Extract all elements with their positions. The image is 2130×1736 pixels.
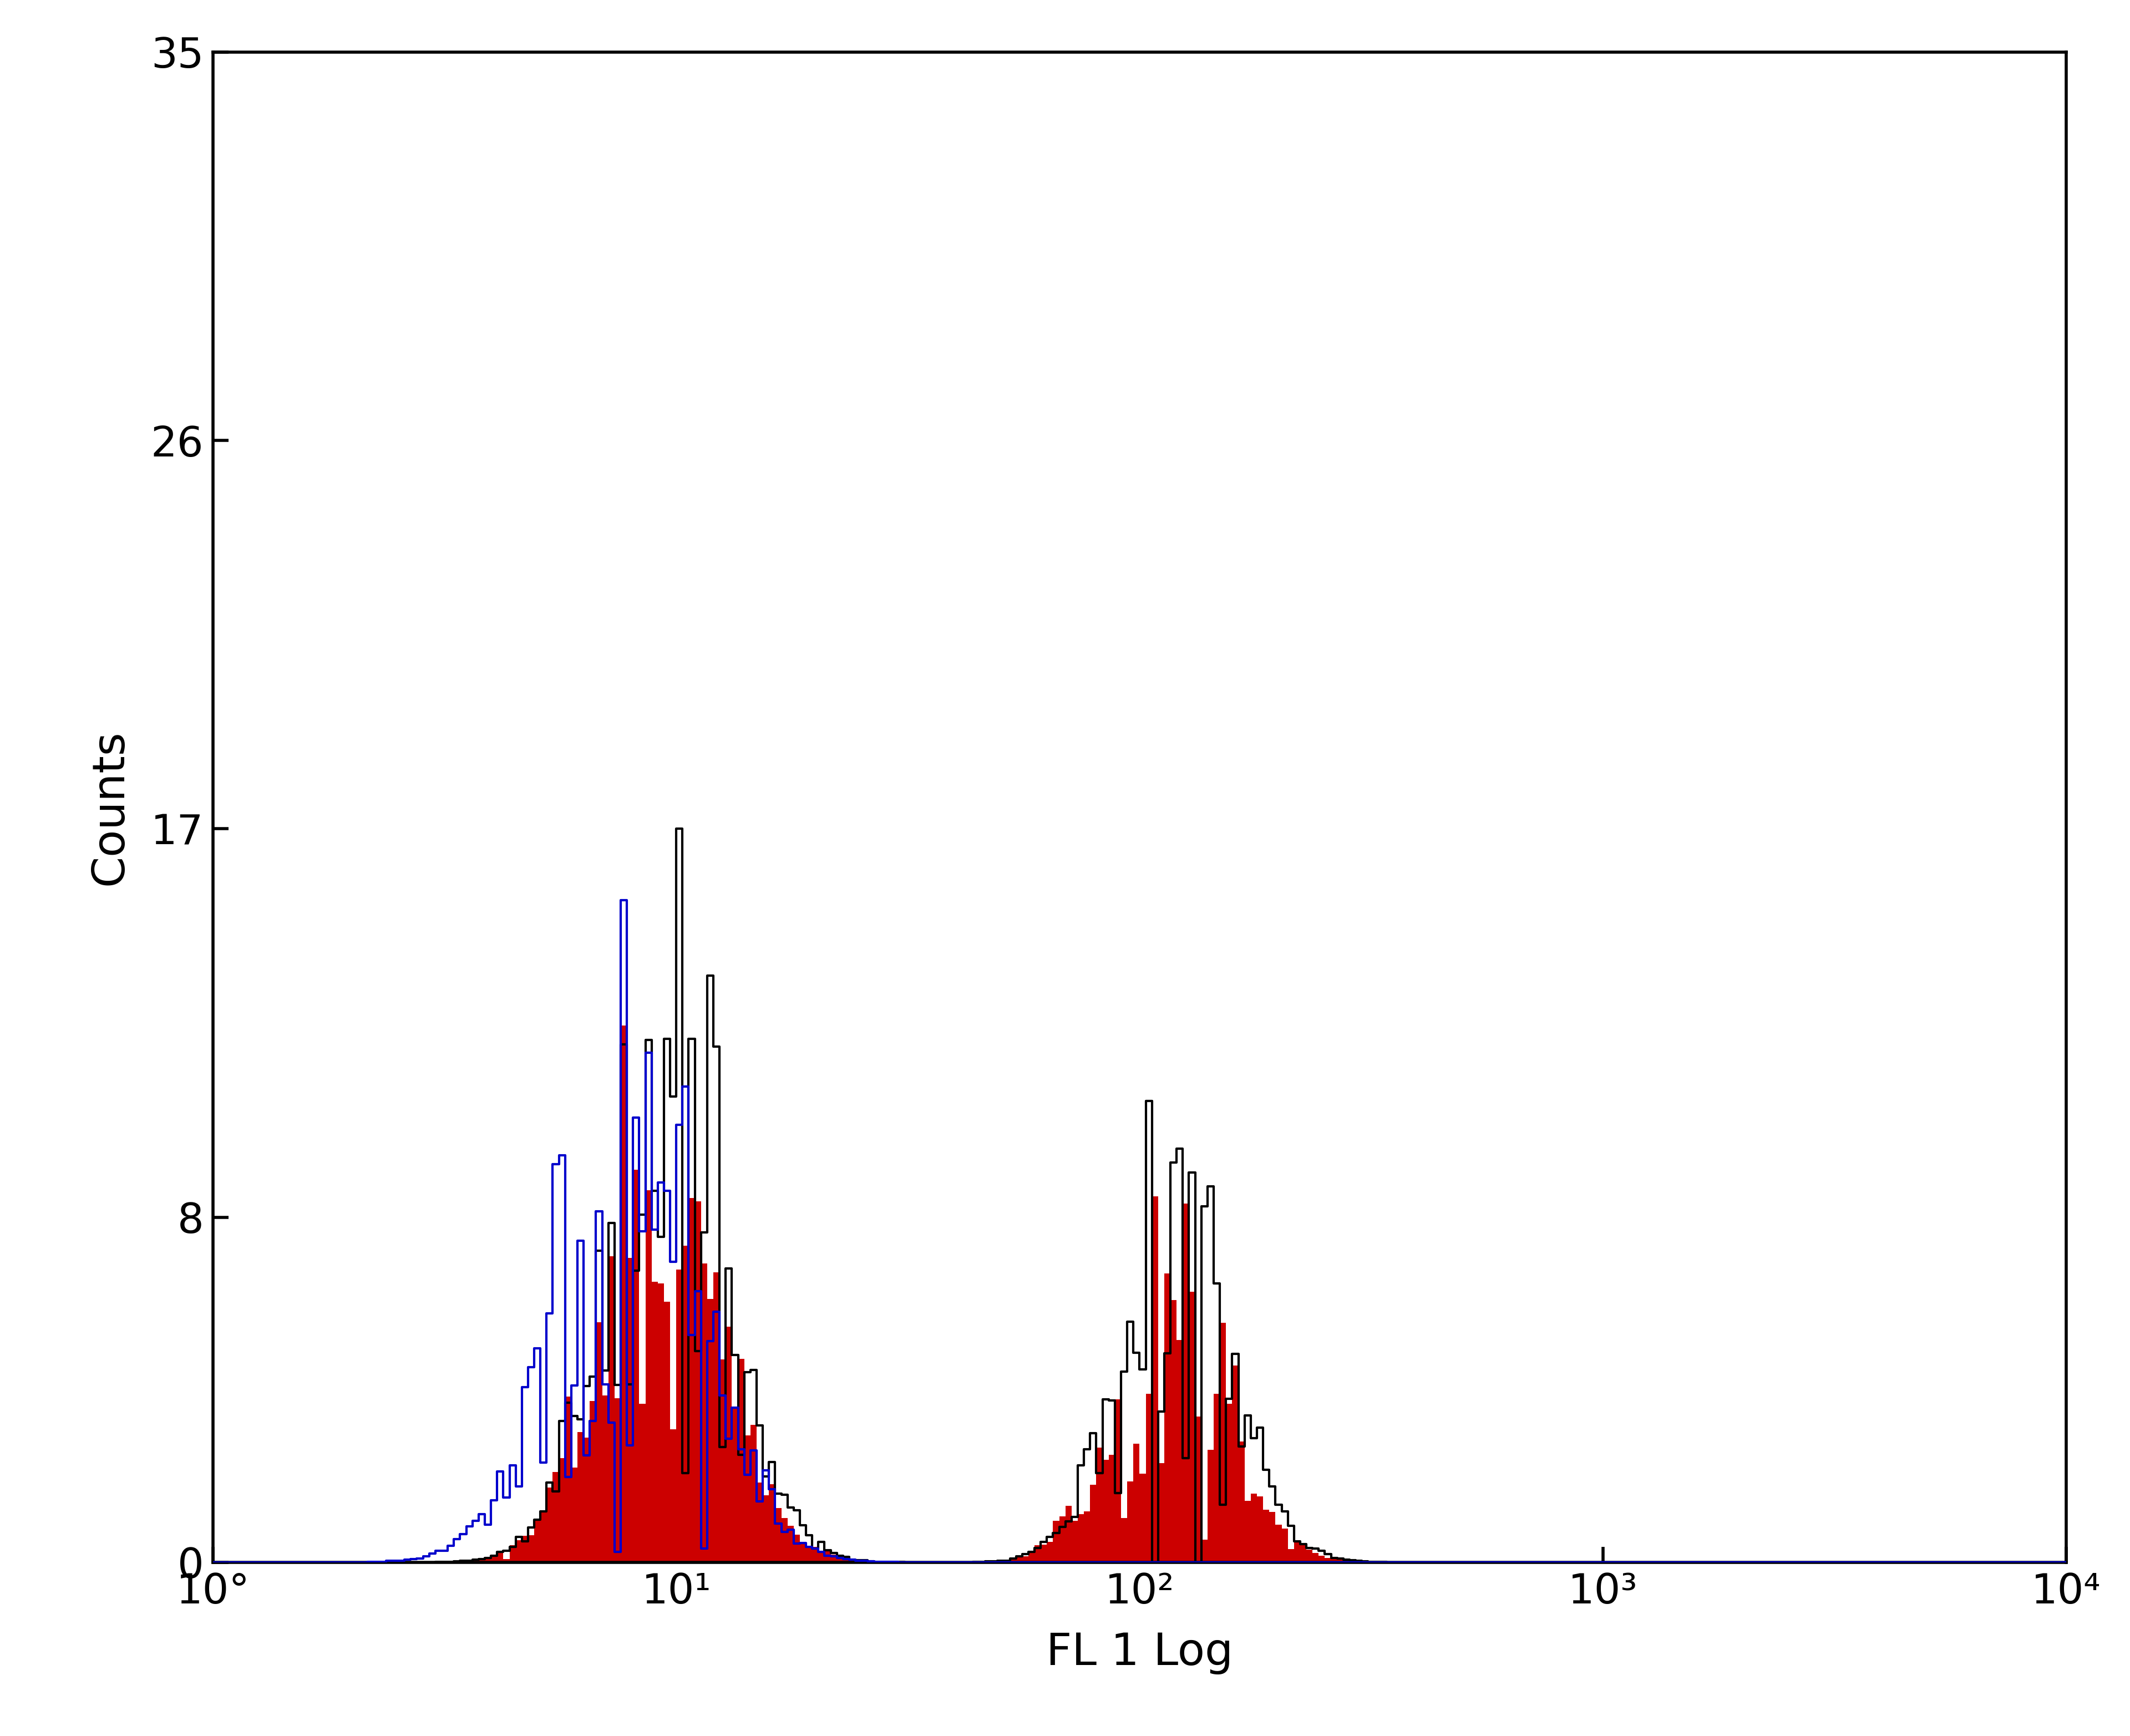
X-axis label: FL 1 Log: FL 1 Log: [1046, 1632, 1233, 1675]
Polygon shape: [213, 1026, 2066, 1562]
Y-axis label: Counts: Counts: [87, 729, 132, 885]
